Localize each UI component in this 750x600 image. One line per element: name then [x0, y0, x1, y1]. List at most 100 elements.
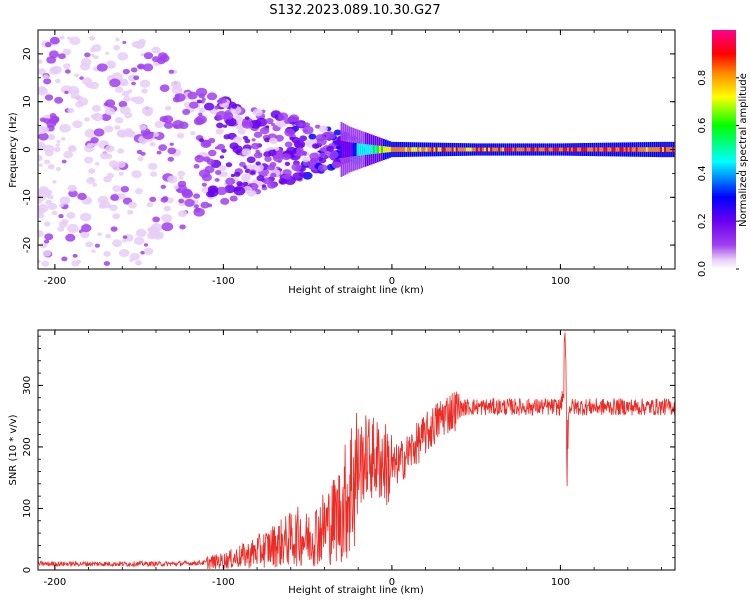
spectrogram-blob: [104, 107, 115, 116]
spectrogram-blob: [63, 150, 74, 159]
spectrogram-y-tick-label: 20: [22, 48, 33, 61]
spectrogram-carrier-core: [403, 147, 406, 152]
spectrogram-blob: [58, 214, 64, 219]
spectrogram-blob: [206, 92, 218, 101]
spectrogram-blob: [187, 91, 198, 100]
spectrogram-blob: [49, 36, 60, 45]
spectrogram-blob: [101, 113, 112, 122]
spectrogram-y-tick-label: -20: [22, 237, 33, 253]
spectrogram-blob: [43, 239, 50, 244]
spectrogram-carrier-core: [581, 147, 583, 152]
spectrogram-carrier-core: [441, 147, 444, 152]
spectrogram-blob: [196, 155, 201, 159]
spectrogram-carrier-core: [656, 147, 658, 152]
spectrogram-blob: [135, 260, 142, 266]
spectrogram-blob: [38, 163, 43, 167]
spectrogram-blob: [69, 36, 81, 46]
spectrogram-blob: [128, 201, 137, 209]
spectrogram-blob: [149, 196, 157, 202]
spectrogram-blob: [90, 53, 95, 57]
spectrogram-blob: [190, 131, 196, 136]
spectrogram-blob: [201, 182, 207, 187]
spectrogram-carrier-core: [459, 147, 462, 152]
spectrogram-blob: [177, 188, 182, 192]
colorbar-tick-label: 0.8: [697, 70, 708, 86]
spectrogram-blob: [122, 40, 127, 44]
spectrogram-blob: [117, 193, 126, 200]
spectrogram-blob: [203, 156, 211, 163]
snr-panel: -200 -100 0 100 0 100 200 300 Height of straig…: [8, 329, 676, 596]
spectrogram-blob: [112, 213, 121, 220]
spectrogram-carrier-core: [554, 147, 557, 152]
spectrogram-carrier-core: [423, 147, 426, 152]
spectrogram-blob: [156, 150, 162, 155]
spectrogram-blob: [284, 174, 291, 180]
spectrogram-carrier-core: [380, 145, 383, 154]
spectrogram-blob: [88, 168, 96, 174]
spectrogram-carrier-core: [619, 147, 622, 152]
spectrogram-blob: [198, 138, 205, 143]
spectrogram-blob: [45, 199, 53, 206]
spectrogram-blob: [163, 205, 171, 212]
spectrogram-blob: [252, 108, 263, 117]
spectrogram-blob: [151, 46, 161, 54]
spectrogram-carrier-core: [599, 147, 602, 152]
spectrogram-blob: [68, 145, 76, 151]
spectrogram-blob: [194, 207, 201, 213]
spectrogram-carrier-core: [482, 147, 484, 152]
spectrogram-blob: [308, 133, 317, 140]
spectrogram-blob: [167, 175, 178, 184]
spectrogram-blob: [61, 159, 67, 164]
spectrogram-blob: [156, 57, 166, 65]
spectrogram-blob: [241, 148, 252, 156]
spectrogram-blob: [92, 183, 98, 187]
spectrogram-carrier-core: [480, 147, 482, 152]
spectrogram-blob: [94, 161, 100, 166]
spectrogram-carrier-core: [494, 147, 497, 152]
snr-series-line: [38, 332, 675, 570]
spectrogram-blob: [292, 172, 304, 181]
spectrogram-blob: [44, 94, 54, 101]
spectrogram-carrier-core: [425, 147, 428, 152]
spectrogram-carrier-core: [651, 147, 654, 152]
spectrogram-blob: [216, 122, 224, 129]
spectrogram-blob: [136, 63, 145, 70]
spectrogram-carrier-core: [589, 147, 592, 152]
spectrogram-carrier-core: [415, 147, 418, 152]
spectrogram-x-tick-label: -200: [44, 276, 67, 287]
spectrogram-blob: [333, 129, 342, 136]
spectrogram-blob: [135, 228, 147, 238]
spectrogram-carrier-core: [575, 147, 577, 152]
spectrogram-blob: [217, 99, 223, 104]
spectrogram-blob: [153, 132, 160, 137]
spectrogram-carrier-core: [447, 147, 450, 152]
spectrogram-blob: [109, 204, 118, 212]
spectrogram-blob: [74, 73, 79, 77]
spectrogram-blob: [53, 146, 61, 153]
spectrogram-carrier-core: [409, 147, 412, 152]
spectrogram-blob: [284, 141, 293, 148]
spectrogram-carrier-core: [457, 147, 460, 152]
spectrogram-blob: [129, 252, 140, 261]
spectrogram-blob: [82, 77, 93, 86]
spectrogram-blob: [84, 117, 90, 122]
spectrogram-blob: [108, 63, 116, 69]
spectrogram-carrier-core: [660, 147, 662, 152]
spectrogram-blob: [265, 125, 270, 129]
colorbar-tick-label: 0.4: [697, 165, 708, 181]
spectrogram-blob: [252, 163, 264, 173]
spectrogram-blob: [289, 136, 295, 141]
spectrogram-blob: [48, 50, 59, 59]
spectrogram-carrier-core: [401, 147, 403, 152]
spectrogram-blob: [259, 127, 270, 135]
spectrogram-blob: [116, 160, 126, 168]
spectrogram-blob: [215, 128, 224, 135]
spectrogram-blob: [124, 127, 133, 134]
spectrogram-blob: [114, 125, 121, 130]
spectrogram-blob: [124, 112, 133, 119]
spectrogram-blob: [131, 170, 142, 179]
spectrogram-blob: [42, 74, 49, 80]
spectrogram-blob: [133, 75, 140, 81]
spectrogram-carrier-core: [463, 147, 466, 152]
